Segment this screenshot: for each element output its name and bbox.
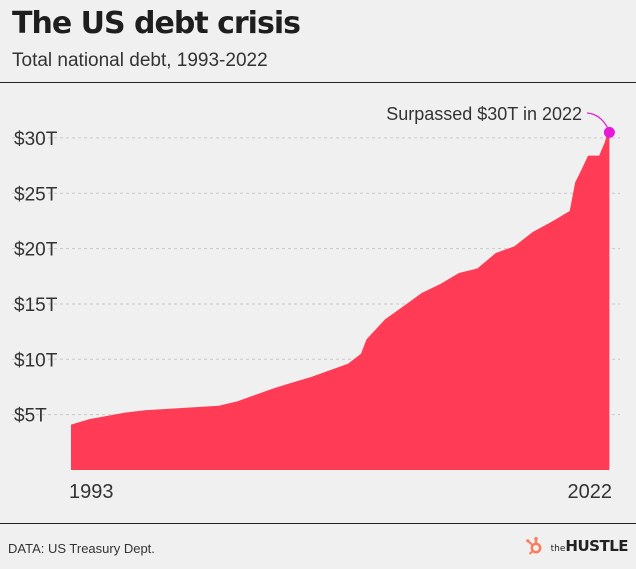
highlight-point xyxy=(603,126,615,138)
page-title: The US debt crisis xyxy=(12,6,301,41)
data-source: DATA: US Treasury Dept. xyxy=(8,541,155,556)
hubspot-sprocket-icon xyxy=(525,537,542,555)
annotation-leader-line xyxy=(586,112,608,128)
y-tick-label: $30T xyxy=(14,129,58,150)
y-tick-label: $25T xyxy=(14,184,58,205)
y-tick-label: $15T xyxy=(14,295,58,316)
y-tick-label: $10T xyxy=(14,350,58,371)
annotation: Surpassed $30T in 2022 xyxy=(386,104,615,138)
page-subtitle: Total national debt, 1993-2022 xyxy=(12,50,268,71)
y-tick-label: $20T xyxy=(14,240,58,261)
brand: theHUSTLE xyxy=(525,536,628,556)
brand-name: HUSTLE xyxy=(565,537,628,555)
x-tick-label: 2022 xyxy=(568,481,613,503)
annotation-label: Surpassed $30T in 2022 xyxy=(386,104,582,124)
bottom-divider xyxy=(0,523,636,524)
debt-area xyxy=(71,132,610,470)
x-tick-label: 1993 xyxy=(69,481,114,503)
y-tick-label: $5T xyxy=(14,406,47,427)
y-axis-labels: $5T $10T $15T $20T $25T $30T xyxy=(14,129,58,427)
brand-prefix: the xyxy=(550,544,566,554)
brand-wordmark: theHUSTLE xyxy=(550,537,629,555)
x-axis-labels: 1993 2022 xyxy=(69,481,612,503)
top-divider xyxy=(0,82,636,83)
